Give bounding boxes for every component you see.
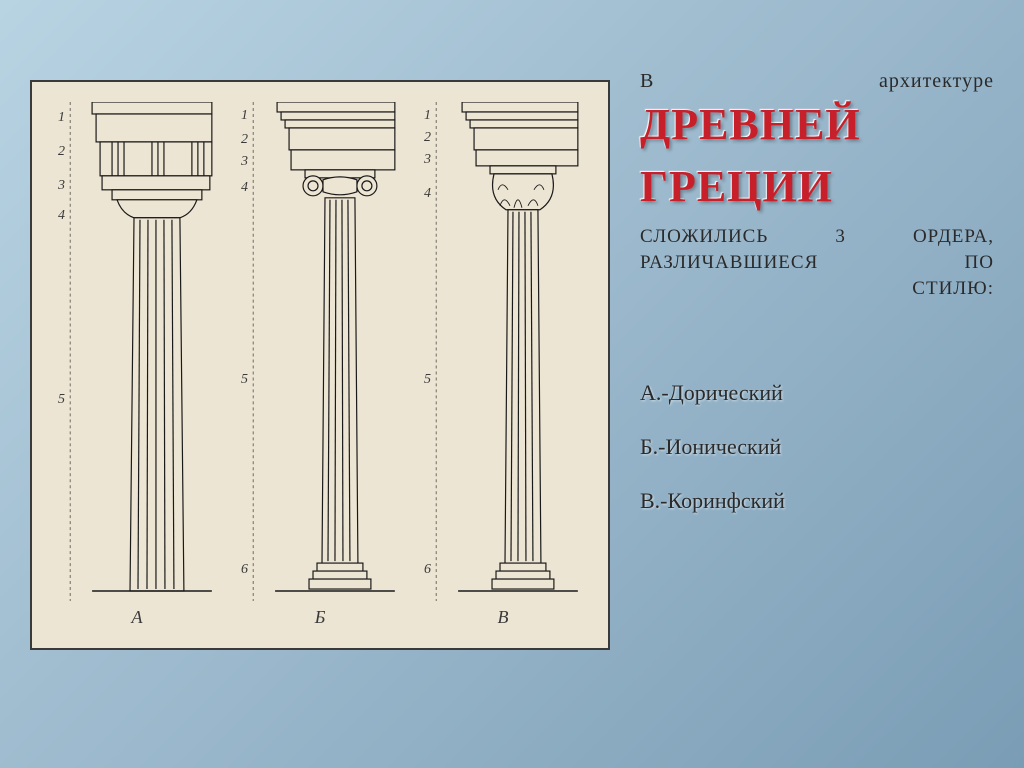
orders-diagram: 1 2 3 4 5 А bbox=[30, 80, 610, 650]
num-label: 5 bbox=[424, 372, 431, 388]
num-label: 6 bbox=[424, 562, 431, 578]
num-label: 4 bbox=[424, 186, 431, 202]
order-list: А.-Дорический Б.-Ионический В.-Коринфски… bbox=[640, 380, 994, 514]
num-label: 3 bbox=[241, 154, 248, 170]
num-label: 2 bbox=[58, 144, 65, 160]
num-label: 4 bbox=[58, 208, 65, 224]
sub-line-2: различавшиеся по bbox=[640, 252, 994, 274]
slide-root: 1 2 3 4 5 А bbox=[0, 0, 1024, 768]
column-letter-a: А bbox=[132, 607, 143, 628]
column-letter-v: В bbox=[498, 607, 509, 628]
num-label: 1 bbox=[424, 108, 431, 124]
num-label: 1 bbox=[58, 110, 65, 126]
num-label: 2 bbox=[424, 130, 431, 146]
column-corinthian: 1 2 3 4 5 6 В bbox=[418, 102, 588, 628]
num-label: 3 bbox=[58, 178, 65, 194]
sub-line-3: стилю: bbox=[640, 278, 994, 300]
column-letter-b: Б bbox=[315, 607, 326, 628]
intro-line: В архитектуре bbox=[640, 70, 994, 93]
order-corinthian: В.-Коринфский bbox=[640, 488, 994, 514]
sub-line-1: сложились 3 ордера, bbox=[640, 226, 994, 248]
intro-left: В bbox=[640, 70, 654, 93]
num-label: 4 bbox=[241, 180, 248, 196]
title-line2: Греции bbox=[640, 163, 994, 211]
num-label: 5 bbox=[58, 392, 65, 408]
order-doric: А.-Дорический bbox=[640, 380, 994, 406]
num-label: 3 bbox=[424, 152, 431, 168]
order-ionic: Б.-Ионический bbox=[640, 434, 994, 460]
column-doric: 1 2 3 4 5 А bbox=[52, 102, 222, 628]
num-label: 2 bbox=[241, 132, 248, 148]
title-line1: Древней bbox=[640, 101, 994, 149]
intro-right: архитектуре bbox=[879, 70, 994, 93]
num-label: 1 bbox=[241, 108, 248, 124]
num-label: 6 bbox=[241, 562, 248, 578]
text-panel: В архитектуре Древней Греции сложились 3… bbox=[640, 40, 994, 728]
column-ionic: 1 2 3 4 5 6 Б bbox=[235, 102, 405, 628]
num-label: 5 bbox=[241, 372, 248, 388]
